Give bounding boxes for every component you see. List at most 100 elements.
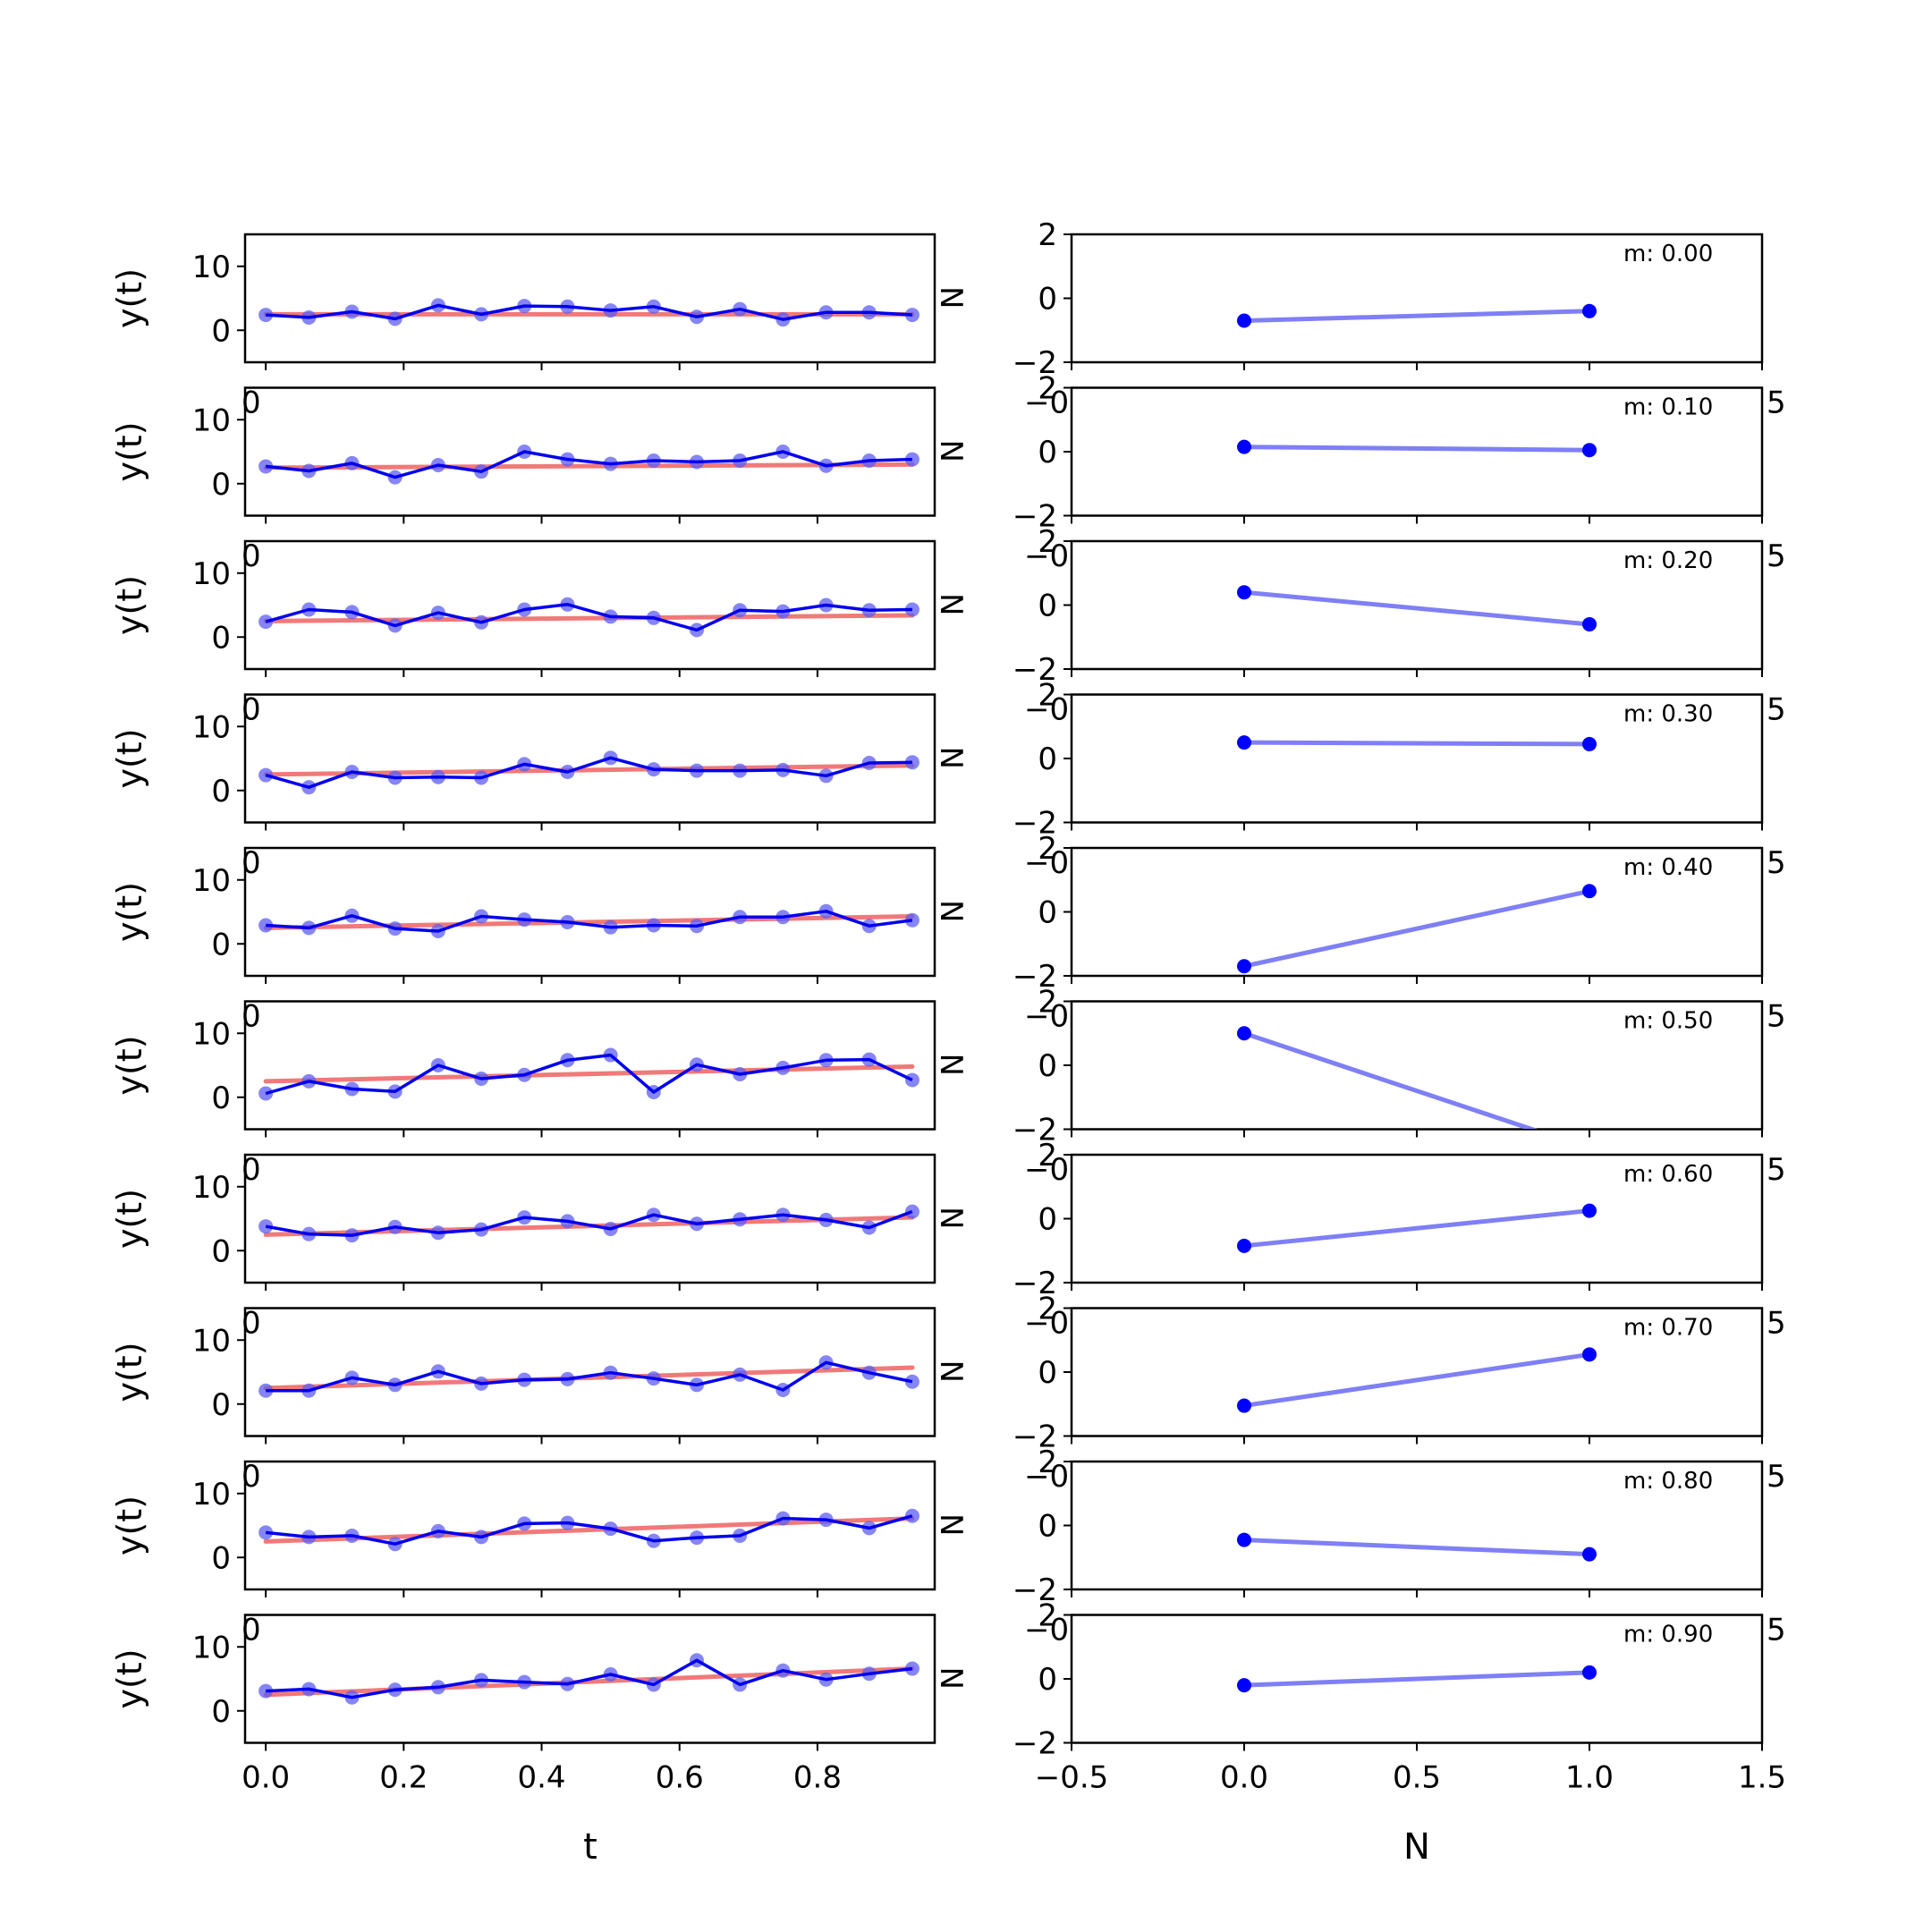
y-tick-label: −2 — [1013, 806, 1057, 842]
ghost-tick-fragment: 0 — [242, 1152, 261, 1188]
y-tick-label: 2 — [1038, 985, 1057, 1021]
observed-line — [266, 1658, 913, 1699]
y-tick-label: 10 — [192, 1016, 231, 1052]
series-point — [1582, 1203, 1597, 1218]
y-tick-label: 2 — [1038, 678, 1057, 714]
observed-line — [265, 910, 913, 933]
y-tick-label: 10 — [192, 863, 231, 899]
observed-line — [265, 1053, 913, 1096]
ghost-axis-label-fragment: N — [933, 286, 969, 309]
y-axis-label: y(t) — [110, 882, 149, 942]
series-point — [1582, 736, 1597, 751]
y-tick-label: −2 — [1013, 1419, 1057, 1455]
left-axes-frame — [243, 846, 936, 978]
series-group — [1237, 1532, 1597, 1562]
ghost-tick-fragment: −0 — [1024, 1152, 1069, 1188]
series-line — [1243, 309, 1590, 324]
y-tick-label: 0 — [211, 1387, 231, 1423]
y-axis-label: y(t) — [110, 1035, 149, 1095]
trend-line — [263, 763, 915, 777]
series-group — [1237, 1665, 1597, 1693]
y-tick-label: 0 — [211, 1694, 231, 1730]
y-tick-label: 0 — [211, 1233, 231, 1269]
series-line — [1243, 1538, 1590, 1557]
panel-annotation: m: 0.70 — [1623, 1315, 1713, 1342]
series-group — [1237, 585, 1597, 631]
ghost-tick-fragment: 0 — [242, 1306, 261, 1342]
right-axes-frame — [1070, 386, 1764, 517]
right-axes-frame — [1070, 846, 1764, 978]
right-panels: −2 0 2 m: 0.00 −2 0 2 m: 0.10 −2 0 2 m: 0.20 −2 0 2 m: … — [1013, 217, 1786, 1796]
right-axes-frame — [1070, 539, 1764, 671]
observed-point — [904, 452, 919, 467]
y-tick-label: 2 — [1038, 1292, 1057, 1327]
y-tick-label: 0 — [1038, 589, 1057, 624]
right-axes-frame — [1070, 1460, 1764, 1591]
x-tick-label: 0.8 — [793, 1760, 842, 1796]
ghost-tick-fragment: 5 — [1767, 845, 1786, 881]
y-tick-label: 2 — [1038, 524, 1057, 560]
ghost-tick-fragment: 0 — [242, 845, 261, 881]
ghost-tick-fragment: 5 — [1767, 999, 1786, 1035]
ghost-axis-label-fragment: N — [933, 747, 969, 769]
y-tick-label: 10 — [192, 1477, 231, 1513]
left-axes-frame — [243, 539, 936, 671]
observed-point — [904, 1072, 919, 1088]
ghost-axis-label-fragment: N — [933, 1207, 969, 1229]
left-axes-frame — [243, 1000, 936, 1131]
ghost-tick-fragment: 0 — [242, 692, 261, 728]
right-axes-frame — [1070, 693, 1764, 824]
y-tick-label: 10 — [192, 1323, 231, 1359]
observed-line — [265, 1209, 913, 1237]
y-axis-label: y(t) — [110, 1496, 149, 1555]
observed-line — [265, 303, 913, 321]
observed-line — [265, 450, 912, 479]
left-axes-frame — [243, 1614, 936, 1744]
ghost-tick-fragment: 5 — [1767, 1306, 1786, 1342]
y-tick-label: 2 — [1038, 1445, 1057, 1480]
trend-line — [263, 1516, 915, 1544]
ghost-tick-fragment: −0 — [1024, 692, 1069, 728]
ghost-tick-fragment: −0 — [1024, 1306, 1069, 1342]
left-panels: 0 10 y(t) 0 10 y(t) 0 10 y(t) 0 10 y(t) 0 10 y(t) 0 10 y(… — [110, 233, 936, 1796]
y-tick-label: 0 — [211, 1540, 231, 1576]
series-point — [1582, 616, 1597, 631]
series-line — [1243, 1030, 1538, 1129]
x-tick-label: −0.5 — [1035, 1760, 1109, 1796]
observed-point — [904, 602, 919, 617]
x-tick-label: 0.6 — [656, 1760, 704, 1796]
series-group — [1237, 439, 1597, 458]
series-point — [1237, 1238, 1251, 1253]
series-group — [1237, 1203, 1597, 1253]
y-tick-label: −2 — [1013, 1726, 1057, 1762]
series-line — [1243, 445, 1590, 453]
series-line — [1243, 1352, 1590, 1409]
panel-annotation: m: 0.80 — [1623, 1468, 1713, 1495]
panel-annotation: m: 0.10 — [1623, 394, 1713, 421]
trend-line — [263, 1365, 915, 1391]
y-tick-label: 0 — [1038, 1048, 1057, 1084]
ghost-tick-fragment: −0 — [1024, 538, 1069, 574]
right-x-axis-label: N — [1403, 1826, 1430, 1868]
left-axes-frame — [243, 693, 936, 824]
y-tick-label: −2 — [1013, 652, 1057, 688]
observed-line — [265, 756, 912, 789]
y-tick-label: 0 — [211, 313, 231, 349]
panel-annotation: m: 0.40 — [1623, 854, 1713, 881]
y-axis-label: y(t) — [110, 728, 149, 788]
y-tick-label: 10 — [192, 1170, 231, 1206]
right-axes-frame — [1070, 233, 1764, 364]
y-tick-label: 0 — [1038, 1662, 1057, 1698]
y-axis-label: y(t) — [110, 421, 149, 481]
ghost-axis-label-fragment: N — [933, 900, 969, 922]
left-axes-frame — [243, 1307, 936, 1437]
trend-line — [263, 1063, 915, 1084]
right-axes-frame — [1070, 1153, 1764, 1284]
series-group — [1237, 735, 1597, 751]
y-tick-label: 10 — [192, 709, 231, 745]
x-tick-label: 0.5 — [1393, 1760, 1441, 1796]
left-x-axis-label: t — [583, 1826, 597, 1868]
series-line — [1243, 1208, 1590, 1249]
observed-line — [265, 1514, 913, 1546]
ghost-tick-fragment: 0 — [242, 999, 261, 1035]
